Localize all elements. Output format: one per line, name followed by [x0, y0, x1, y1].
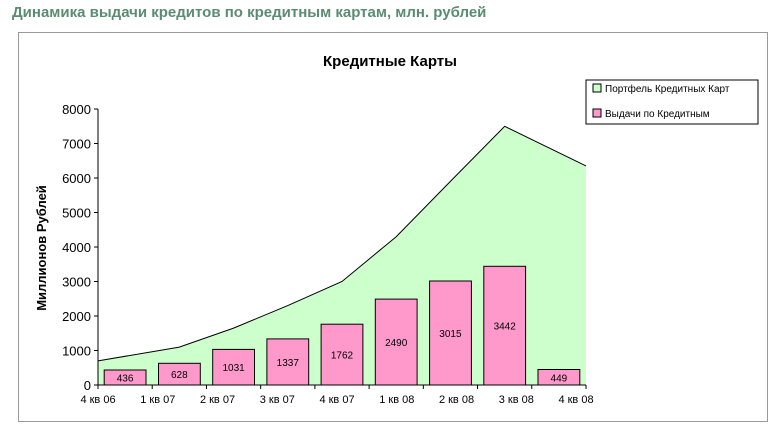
x-tick-label: 2 кв 08	[439, 394, 474, 406]
chart-title: Кредитные Карты	[323, 53, 457, 70]
x-tick-label: 3 кв 07	[260, 394, 295, 406]
y-tick-label: 5000	[62, 206, 91, 221]
x-tick-label: 4 кв 08	[558, 394, 593, 406]
issuance-bars-layer: 436 628 1031 1337 1762 2490 3015 3442 449	[103, 265, 581, 386]
x-tick-label: 4 кв 06	[80, 394, 115, 406]
page-heading: Динамика выдачи кредитов по кредитным ка…	[12, 4, 487, 21]
y-tick-label: 3000	[62, 275, 91, 290]
y-tick-label: 2000	[62, 309, 91, 324]
y-tick-label: 7000	[62, 137, 91, 152]
issuance-bar	[266, 338, 310, 386]
issuance-bar	[320, 323, 364, 386]
issuance-bar	[374, 298, 418, 386]
portfolio-line	[97, 125, 587, 362]
legend-swatch-issuance	[592, 108, 602, 118]
issuance-bar	[429, 280, 472, 386]
issuance-bar	[483, 265, 527, 386]
y-tick-label: 0	[84, 378, 91, 393]
x-tick-label: 2 кв 07	[200, 394, 235, 406]
x-tick-label: 1 кв 08	[379, 394, 414, 406]
chart-legend: Портфель Кредитных Карт Выдачи по Кредит…	[585, 79, 759, 125]
legend-swatch-portfolio	[592, 83, 602, 93]
x-tick-label: 3 кв 08	[499, 394, 534, 406]
bar-data-label: 628	[171, 370, 188, 381]
y-tick-label: 8000	[62, 102, 91, 117]
x-tick-label: 1 кв 07	[140, 394, 175, 406]
bar-data-label: 436	[117, 374, 134, 385]
bar-data-label: 2490	[385, 338, 408, 349]
bar-data-label: 3015	[439, 329, 462, 340]
x-tick-label: 4 кв 07	[319, 394, 354, 406]
issuance-bar	[212, 348, 255, 386]
bar-data-label: 1337	[277, 358, 300, 369]
bar-data-label: 1031	[222, 363, 245, 374]
legend-label-portfolio: Портфель Кредитных Карт	[605, 83, 730, 95]
y-tick-label: 6000	[62, 171, 91, 186]
y-axis-label: Миллионов Рублей	[34, 185, 49, 311]
y-tick-label: 1000	[62, 344, 91, 359]
legend-box	[585, 79, 759, 125]
axes-layer: 0 1000 2000 3000 4000 5000 6000 7000 8000 4 кв 06…	[62, 102, 593, 406]
bar-data-label: 449	[551, 373, 568, 384]
bar-data-label: 1762	[331, 351, 354, 362]
legend-label-issuance: Выдачи по Кредитным	[605, 109, 710, 120]
y-tick-label: 4000	[62, 240, 91, 255]
bar-data-label: 3442	[494, 322, 517, 333]
